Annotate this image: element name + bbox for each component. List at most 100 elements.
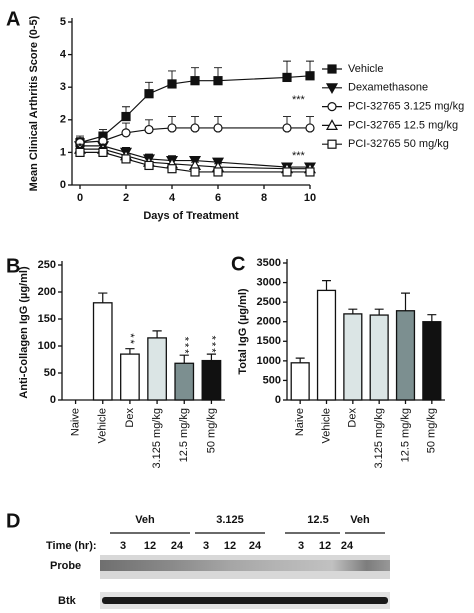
y-tick-label: 0 [275, 394, 281, 406]
bar [316, 289, 337, 401]
time: 24 [171, 540, 184, 552]
panel-letter: B [6, 255, 20, 277]
marker [167, 123, 177, 133]
blot-band [102, 597, 388, 604]
error-bar [206, 353, 217, 361]
y-axis-label: Anti-Collagen IgG (µg/ml) [18, 266, 30, 399]
marker [98, 147, 108, 157]
bar [174, 362, 195, 401]
legend-label: PCI-32765 3.125 mg/kg [348, 101, 464, 113]
y-tick-label: 5 [60, 16, 66, 28]
error-bar [152, 330, 162, 338]
x-tick-label: 12.5 mg/kg [399, 408, 411, 462]
x-axis-label: Days of Treatment [143, 210, 239, 222]
time: 3 [203, 540, 209, 552]
legend-label: PCI-32765 50 mg/kg [348, 138, 449, 150]
marker [282, 123, 292, 133]
x-tick-label: Dex [124, 408, 136, 428]
x-tick-label: Vehicle [97, 408, 109, 443]
group-label: Veh [350, 514, 370, 526]
x-tick-label: 3.125 mg/kg [373, 408, 385, 469]
marker [190, 76, 200, 86]
marker [327, 101, 337, 112]
significance: ** [124, 333, 136, 346]
bar [290, 362, 310, 401]
error-bar [295, 357, 305, 363]
legend-label: PCI-32765 12.5 mg/kg [348, 119, 458, 131]
y-tick-label: 250 [38, 259, 56, 271]
marker [213, 167, 223, 177]
error-bar [348, 308, 358, 314]
annotation: *** [292, 94, 306, 106]
y-axis-label: Total IgG (µg/ml) [237, 288, 249, 375]
marker [121, 154, 131, 164]
y-tick-label: 2 [60, 114, 66, 126]
x-tick-label: Naive [294, 408, 306, 436]
marker [305, 71, 315, 81]
error-bar [374, 308, 384, 316]
x-tick-label: Dex [347, 408, 359, 428]
bar [92, 302, 113, 401]
marker [121, 111, 131, 122]
blot-band [100, 560, 390, 571]
x-tick-label: 12.5 mg/kg [178, 408, 190, 462]
marker [144, 160, 154, 171]
marker [144, 89, 154, 99]
marker [213, 123, 223, 133]
series-line [79, 75, 311, 144]
y-tick-label: 150 [38, 313, 56, 325]
error-bar [179, 354, 189, 364]
time: 24 [249, 540, 262, 552]
bar [369, 314, 389, 401]
y-tick-label: 0 [60, 179, 66, 191]
marker [305, 167, 315, 177]
y-tick-label: 4 [60, 49, 67, 61]
group-label: 12.5 [307, 514, 328, 526]
time: 12 [224, 540, 236, 552]
marker [167, 79, 177, 89]
x-tick-label: 50 mg/kg [426, 408, 438, 453]
error-bar [98, 292, 108, 303]
x-tick-label: 0 [77, 192, 83, 204]
panel-letter: C [231, 253, 245, 275]
marker [121, 128, 131, 138]
error-bar [427, 314, 437, 322]
marker [325, 119, 339, 130]
error-bar [401, 292, 410, 311]
annotation: *** [292, 150, 306, 162]
row-label: Probe [50, 560, 81, 572]
time: 3 [120, 540, 126, 552]
time: 24 [341, 540, 354, 552]
x-tick-label: 6 [215, 192, 221, 204]
y-tick-label: 3500 [257, 257, 281, 269]
marker [305, 123, 315, 133]
marker [327, 139, 337, 149]
legend-label: Dexamethasone [348, 82, 428, 94]
x-tick-label: 8 [261, 192, 267, 204]
time: 12 [144, 540, 156, 552]
x-tick-label: Naive [69, 408, 81, 436]
row-label: Btk [58, 595, 77, 607]
group-label: Veh [135, 514, 155, 526]
panel-letter: A [6, 8, 20, 30]
x-tick-label: 3.125 mg/kg [151, 408, 163, 469]
y-tick-label: 1 [60, 146, 66, 158]
blot-panel: D Veh 3.125 12.5 Veh Time (hr): 3 12 24 … [6, 510, 390, 609]
y-tick-label: 1500 [257, 335, 281, 347]
marker [282, 72, 292, 83]
marker [75, 147, 85, 157]
y-tick-label: 3 [60, 81, 66, 93]
bar [147, 337, 167, 401]
time: 12 [319, 540, 331, 552]
y-tick-label: 500 [263, 374, 281, 386]
y-tick-label: 50 [44, 367, 56, 379]
marker [325, 83, 339, 95]
error-bar [322, 280, 331, 291]
bar [422, 321, 442, 401]
x-tick-label: 10 [304, 192, 316, 204]
marker [190, 123, 200, 133]
significance: *** [178, 337, 190, 356]
y-tick-label: 2500 [257, 296, 281, 308]
y-tick-label: 200 [38, 286, 56, 298]
